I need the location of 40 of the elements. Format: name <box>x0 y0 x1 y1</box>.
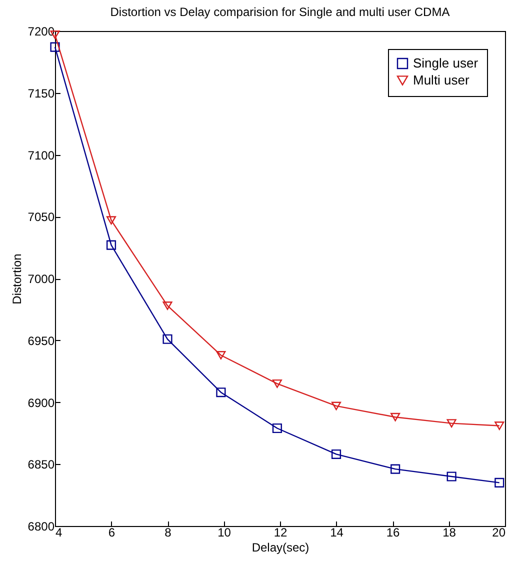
x-tick-label: 20 <box>492 526 506 540</box>
point <box>331 402 342 410</box>
x-tick-label: 14 <box>330 526 344 540</box>
x-axis-title: Delay(sec) <box>252 540 310 554</box>
point <box>216 351 226 360</box>
x-tick-label: 18 <box>442 526 456 540</box>
point <box>162 302 172 310</box>
y-tick-label: 7200 <box>28 24 55 38</box>
y-tick-label: 7150 <box>28 86 55 100</box>
point <box>272 423 282 434</box>
x-tick-label: 10 <box>218 526 232 540</box>
point <box>272 379 282 388</box>
x-tick-label: 6 <box>108 526 116 540</box>
point <box>446 472 456 482</box>
y-tick-label: 6900 <box>28 396 55 410</box>
y-tick-label: 6950 <box>28 334 55 348</box>
chart-title: Distortion vs Delay comparision for Single and multi user CDMA <box>110 5 450 19</box>
x-tick-label: 16 <box>386 526 400 540</box>
point <box>50 42 60 52</box>
y-tick-label: 7050 <box>28 210 55 224</box>
point <box>494 478 504 488</box>
y-tick-label: 6850 <box>28 458 55 472</box>
legend-label: Multi user <box>413 72 470 88</box>
y-axis-title: Distortion <box>10 254 24 304</box>
point <box>331 449 342 460</box>
x-tick-label: 4 <box>56 526 62 540</box>
x-tick-label: 12 <box>274 526 288 540</box>
y-tick-label: 6800 <box>28 520 55 534</box>
point <box>446 419 456 428</box>
point <box>390 464 400 474</box>
x-tick-label: 8 <box>164 526 172 540</box>
point <box>494 422 504 430</box>
y-tick-label: 7100 <box>28 148 55 162</box>
legend-label: Single user <box>413 56 479 70</box>
point <box>162 334 172 344</box>
point <box>106 216 116 225</box>
y-tick-label: 7000 <box>28 272 55 286</box>
point <box>390 412 400 422</box>
point <box>106 240 116 250</box>
point <box>216 388 226 398</box>
